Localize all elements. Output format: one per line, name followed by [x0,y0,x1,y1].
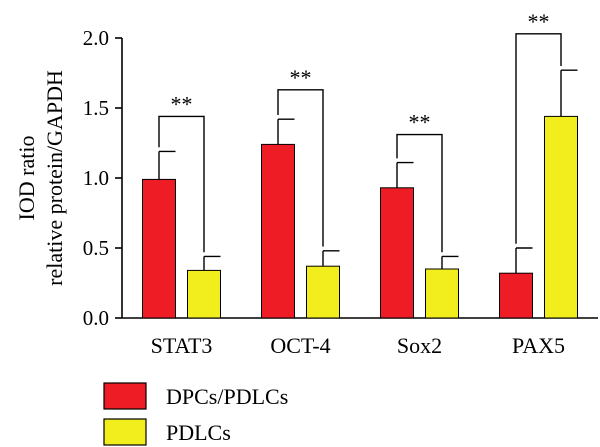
y-tick-label: 0.5 [83,236,109,260]
bar [499,272,533,319]
bar [380,187,414,319]
x-tick-label: OCT-4 [270,333,330,358]
x-tick-label: PAX5 [512,333,565,358]
bar [187,269,221,319]
bars [142,69,578,319]
significance-label: ** [171,91,193,116]
y-ticks: 0.0 0.5 1.0 1.5 2.0 [83,26,122,330]
y-axis-label: IOD ratio relative protein/GAPDH [14,70,67,286]
significance-bracket [277,89,324,247]
bar [142,178,176,319]
y-axis-label-line2: relative protein/GAPDH [42,70,67,286]
y-tick-label: 1.0 [83,166,109,190]
y-axis-label-line1: IOD ratio [14,136,39,221]
x-tick-label: Sox2 [397,333,442,358]
significance-bracket [515,33,562,244]
y-tick-label: 0.0 [83,306,109,330]
x-tick-label: STAT3 [151,333,213,358]
legend: DPCs/PDLCs PDLCs [103,382,288,446]
bar [306,265,340,319]
bar [425,268,459,319]
bar [261,143,295,319]
significance-label: ** [290,65,312,90]
significance-bracket [158,115,205,253]
legend-label: DPCs/PDLCs [166,384,288,409]
bar [544,115,578,319]
legend-label: PDLCs [166,420,231,445]
significance-markers: ** ** ** ** [158,9,562,253]
legend-swatch [103,418,147,446]
legend-swatch [103,382,147,410]
x-tick-labels: STAT3 OCT-4 Sox2 PAX5 [151,333,565,358]
significance-bracket [396,133,443,253]
significance-label: ** [528,9,550,34]
y-tick-label: 2.0 [83,26,109,50]
y-tick-label: 1.5 [83,96,109,120]
significance-label: ** [409,110,431,135]
